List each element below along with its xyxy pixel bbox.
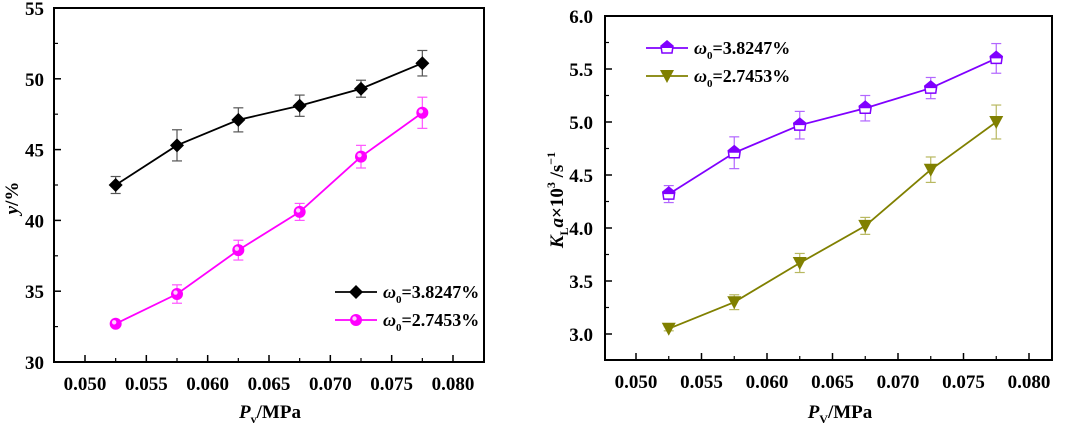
series-line-0: [668, 57, 997, 195]
x-tick-label: 0.065: [248, 374, 291, 395]
y-tick-label: 4.0: [569, 219, 593, 240]
x-axis-title-left: Pv/MPa: [238, 402, 301, 426]
data-point-marker-highlight: [173, 290, 178, 295]
y-tick-label: 3.0: [569, 325, 593, 346]
series-left: [108, 49, 430, 330]
legend-right: ω0=3.8247% ω0=2.7453%: [646, 38, 790, 90]
x-tick-label: 0.060: [746, 372, 789, 393]
series-line-1: [668, 121, 997, 330]
x-tick-label: 0.060: [186, 374, 229, 395]
series-line-0: [115, 62, 423, 186]
y-tick-label: 5.0: [569, 113, 593, 134]
x-tick-label: 0.075: [370, 374, 413, 395]
plot-frame-right: [604, 15, 1053, 361]
data-point-marker-fill: [859, 101, 872, 109]
legend-label-1: ω0=2.7453%: [694, 66, 790, 90]
legend-left: ω0=3.8247% ω0=2.7453%: [335, 282, 479, 334]
legend-label-0: ω0=3.8247%: [694, 38, 790, 62]
y-tick-label: 30: [25, 353, 44, 374]
x-tick-label: 0.050: [64, 374, 107, 395]
data-point-marker: [923, 163, 938, 177]
data-point-marker: [292, 98, 307, 113]
legend-marker-0: [349, 285, 363, 299]
x-ticks-left: 0.050 0.055 0.060 0.065 0.070 0.075 0.080: [64, 355, 475, 395]
data-point-marker-highlight: [295, 208, 301, 213]
data-point-marker-highlight: [111, 320, 117, 325]
legend-label-0: ω0=3.8247%: [383, 282, 479, 306]
data-point-marker-fill: [662, 187, 675, 195]
data-point-marker: [792, 256, 807, 270]
data-point-marker: [858, 219, 873, 233]
legend-marker-1-highlight: [352, 316, 357, 321]
y-tick-label: 6.0: [569, 7, 593, 28]
x-tick-label: 0.055: [125, 374, 168, 395]
data-point-marker-highlight: [418, 109, 424, 114]
y-axis-title-left: y/%: [2, 182, 23, 217]
y-tick-label: 5.5: [569, 60, 593, 81]
y-axis-title-right: KLa×103 /s−1: [544, 152, 571, 249]
legend-marker-1: [660, 70, 674, 83]
data-point-marker: [170, 138, 184, 153]
legend-marker-0-fill: [661, 41, 673, 48]
legend-label-1: ω0=2.7453%: [383, 310, 479, 334]
x-tick-label: 0.070: [877, 372, 920, 393]
data-point-marker: [354, 81, 368, 96]
y-tick-label: 40: [25, 211, 44, 232]
data-point-marker-fill: [924, 81, 937, 89]
data-point-marker: [661, 322, 676, 336]
data-point-marker-fill: [728, 145, 741, 153]
y-tick-label: 3.5: [569, 272, 593, 293]
y-tick-label: 35: [25, 282, 44, 303]
x-tick-label: 0.080: [1008, 372, 1051, 393]
data-point-marker: [989, 116, 1004, 129]
x-tick-label: 0.055: [680, 372, 723, 393]
y-tick-label: 4.5: [569, 166, 593, 187]
x-axis-title-right: PV/MPa: [807, 402, 873, 426]
data-point-marker-highlight: [357, 152, 362, 158]
data-point-marker-fill: [990, 51, 1003, 59]
x-ticks-right: 0.050 0.055 0.060 0.065 0.070 0.075 0.080: [615, 353, 1051, 393]
y-tick-label: 55: [25, 0, 44, 20]
data-point-marker-fill: [793, 118, 806, 126]
x-tick-label: 0.075: [942, 372, 985, 393]
series-right: [661, 42, 1004, 336]
panel-right: 0.050 0.055 0.060 0.065 0.070 0.075 0.080 3.03…: [544, 7, 1053, 426]
x-tick-label: 0.080: [432, 374, 475, 395]
data-point-marker: [727, 296, 742, 310]
data-point-marker: [415, 56, 430, 71]
y-tick-label: 50: [25, 70, 44, 91]
y-tick-label: 45: [25, 141, 44, 162]
panel-left: 0.050 0.055 0.060 0.065 0.070 0.075 0.080 30 35…: [2, 0, 485, 426]
series-line-1: [115, 112, 423, 325]
data-point-marker: [231, 112, 246, 127]
data-point-marker-highlight: [234, 246, 240, 251]
y-ticks-right: 3.0 3.5 4.0 4.5 5.0 5.5 6.0: [569, 7, 612, 346]
x-tick-label: 0.050: [615, 372, 658, 393]
x-tick-label: 0.070: [309, 374, 352, 395]
y-ticks-left: 30 35 40 45 50 55: [25, 0, 61, 374]
data-point-marker: [108, 178, 123, 192]
x-tick-label: 0.065: [811, 372, 854, 393]
